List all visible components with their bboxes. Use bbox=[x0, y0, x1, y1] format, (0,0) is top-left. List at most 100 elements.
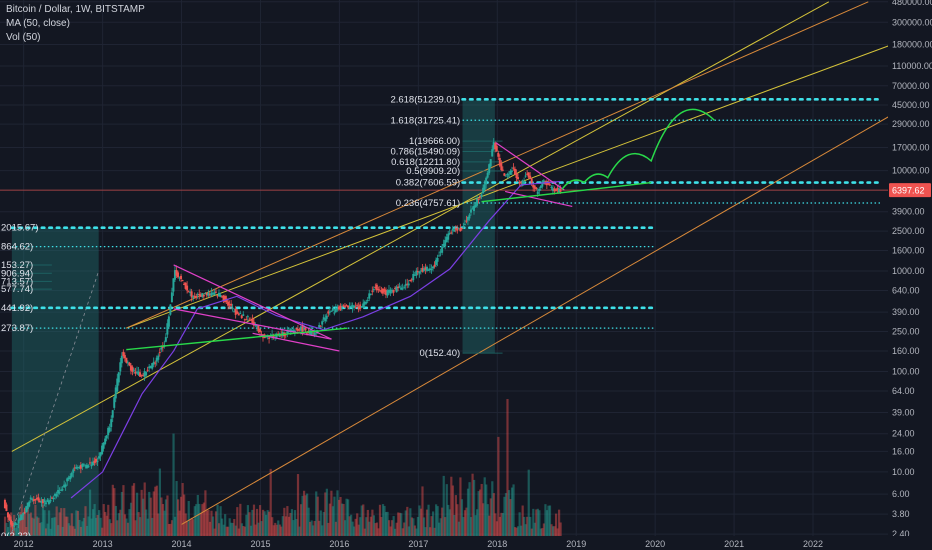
volume-bar bbox=[532, 508, 535, 536]
candle-body bbox=[181, 280, 184, 282]
volume-bar bbox=[17, 524, 20, 536]
ma-indicator-label[interactable]: MA (50, close) bbox=[6, 18, 70, 29]
volume-bar bbox=[208, 521, 212, 536]
volume-bar bbox=[274, 522, 277, 536]
candle-body bbox=[184, 282, 187, 289]
candle-body bbox=[122, 351, 125, 357]
volume-bar bbox=[104, 511, 107, 536]
volume-indicator-label[interactable]: Vol (50) bbox=[6, 32, 41, 43]
volume-bar bbox=[22, 515, 25, 536]
volume-bar bbox=[489, 498, 492, 536]
volume-bar bbox=[149, 497, 152, 536]
candle-body bbox=[419, 270, 422, 272]
candle-body bbox=[345, 305, 348, 307]
volume-bar bbox=[207, 509, 210, 536]
volume-bar bbox=[356, 513, 359, 536]
candle-body bbox=[362, 303, 365, 308]
candle-body bbox=[506, 173, 509, 176]
candle-body bbox=[29, 497, 32, 500]
volume-bar bbox=[559, 522, 562, 536]
candle-body bbox=[501, 169, 504, 171]
candle-body bbox=[175, 269, 178, 276]
candle-body bbox=[479, 195, 482, 198]
candle-body bbox=[54, 493, 57, 496]
y-tick-label: 17000.00 bbox=[892, 142, 930, 152]
candle-body bbox=[243, 319, 246, 321]
candle-body bbox=[336, 308, 339, 310]
volume-bar bbox=[117, 513, 120, 536]
volume-bar bbox=[304, 495, 307, 536]
candle-body bbox=[158, 352, 161, 354]
candle-body bbox=[208, 294, 211, 296]
volume-bar bbox=[151, 517, 154, 536]
support-line-green-2013 bbox=[126, 327, 348, 351]
candle-body bbox=[459, 228, 462, 232]
volume-bar bbox=[221, 518, 224, 536]
candle-body bbox=[298, 329, 301, 331]
candle-body bbox=[23, 511, 26, 514]
moving-average bbox=[70, 180, 561, 499]
candle-body bbox=[553, 188, 556, 192]
candle-body bbox=[447, 233, 450, 240]
volume-bar bbox=[47, 510, 51, 536]
candle-body bbox=[556, 187, 559, 190]
candle-body bbox=[471, 208, 474, 210]
candle-body bbox=[381, 288, 384, 294]
volume-bar bbox=[394, 528, 397, 536]
volume-bar bbox=[40, 522, 43, 536]
candle-body bbox=[539, 186, 542, 188]
candle-body bbox=[70, 472, 73, 477]
y-tick-label: 300000.00 bbox=[892, 17, 932, 27]
candle-body bbox=[348, 307, 351, 309]
volume-bar bbox=[494, 513, 497, 536]
volume-bar bbox=[192, 519, 195, 536]
volume-bar bbox=[292, 520, 295, 536]
candle-body bbox=[277, 333, 280, 335]
volume-bar bbox=[497, 436, 500, 536]
candle-body bbox=[394, 287, 397, 289]
candle-body bbox=[213, 292, 216, 296]
volume-bar bbox=[359, 517, 362, 536]
candle-body bbox=[321, 321, 324, 325]
candle-body bbox=[207, 292, 210, 296]
candle-body bbox=[96, 461, 99, 463]
candle-body bbox=[383, 289, 386, 292]
candle-body bbox=[343, 306, 346, 308]
candle-body bbox=[533, 185, 536, 189]
volume-bar bbox=[316, 496, 319, 536]
candle-body bbox=[485, 177, 488, 185]
volume-bar bbox=[84, 506, 87, 536]
candle-body bbox=[167, 316, 170, 327]
candle-body bbox=[350, 305, 353, 307]
volume-bar bbox=[342, 503, 345, 536]
candle-body bbox=[20, 515, 23, 520]
volume-bar bbox=[397, 512, 400, 536]
candle-body bbox=[69, 476, 72, 480]
volume-bar bbox=[260, 521, 263, 536]
symbol-title[interactable]: Bitcoin / Dollar, 1W, BITSTAMP bbox=[6, 4, 145, 15]
candle-body bbox=[438, 255, 441, 257]
candle-body bbox=[43, 499, 46, 502]
candle-body bbox=[430, 269, 433, 271]
volume-bar bbox=[389, 526, 392, 536]
volume-bar bbox=[533, 522, 536, 536]
candle-body bbox=[227, 301, 230, 306]
candle-body bbox=[128, 362, 131, 366]
volume-bars bbox=[3, 399, 562, 536]
volume-bar bbox=[157, 513, 160, 536]
volume-bar bbox=[5, 522, 8, 536]
volume-bar bbox=[542, 523, 546, 536]
volume-bar bbox=[143, 482, 146, 536]
candle-body bbox=[286, 331, 289, 334]
volume-bar bbox=[129, 502, 133, 536]
volume-bar bbox=[529, 516, 532, 536]
volume-bar bbox=[189, 520, 192, 536]
volume-bar bbox=[448, 509, 451, 536]
candle-body bbox=[387, 289, 390, 293]
candle-body bbox=[542, 180, 545, 185]
volume-bar bbox=[95, 517, 98, 536]
volume-bar bbox=[41, 504, 45, 536]
volume-bar bbox=[363, 528, 366, 536]
volume-bar bbox=[64, 516, 67, 536]
